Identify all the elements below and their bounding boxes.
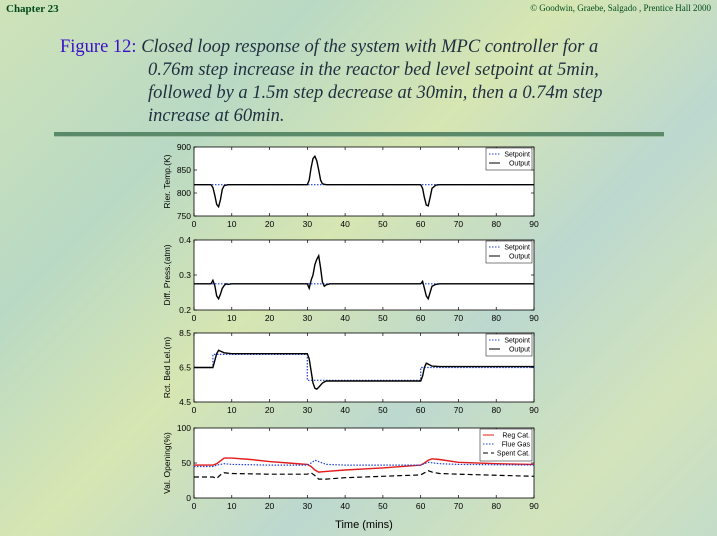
legend: Setpoint Output: [485, 147, 533, 171]
legend-label: Output: [509, 347, 530, 354]
chapter-label: Chapter 23: [6, 3, 59, 15]
legend-label: Output: [509, 161, 530, 168]
legend-label: Flue Gas: [502, 442, 531, 449]
y-tick-label: 100: [177, 423, 191, 433]
x-tick-label: 80: [491, 219, 501, 229]
legend-label: Setpoint: [504, 245, 530, 252]
x-tick-label: 40: [340, 219, 350, 229]
x-tick-label: 60: [416, 219, 426, 229]
plot-area: [193, 239, 535, 311]
x-tick-label: 70: [454, 501, 464, 511]
x-tick-label: 60: [416, 313, 426, 323]
legend: Setpoint Output: [485, 240, 533, 264]
x-axis-label: Time (mins): [335, 519, 393, 531]
series-line-spent-cat: [194, 470, 535, 480]
x-tick-label: 70: [454, 219, 464, 229]
x-tick-label: 40: [340, 501, 350, 511]
series-line-reg-cat: [194, 457, 535, 473]
y-tick-label: 800: [177, 188, 191, 198]
figure-caption: Figure 12: Closed loop response of the s…: [60, 36, 700, 128]
copyright-notice: © Goodwin, Graebe, Salgado , Prentice Ha…: [530, 3, 711, 13]
legend-label: Spent Cat.: [497, 451, 530, 458]
x-tick-label: 30: [303, 405, 313, 415]
series-line-output: [194, 154, 534, 209]
x-tick-label: 10: [227, 405, 237, 415]
y-tick-label: 750: [177, 211, 191, 221]
y-tick-label: 0.4: [179, 235, 191, 245]
figure-label: Figure 12:: [60, 37, 137, 57]
x-tick-label: 20: [265, 313, 275, 323]
x-tick-label: 10: [227, 313, 237, 323]
x-tick-label: 30: [303, 313, 313, 323]
legend-label: Output: [509, 254, 530, 261]
x-tick-label: 90: [529, 219, 539, 229]
x-tick-label: 60: [416, 405, 426, 415]
x-tick-label: 20: [265, 405, 275, 415]
x-tick-label: 10: [227, 501, 237, 511]
legend-box: [485, 147, 533, 171]
legend-box: [479, 428, 533, 462]
plot-area: [193, 332, 535, 403]
x-tick-label: 50: [378, 501, 388, 511]
x-tick-label: 80: [491, 501, 501, 511]
y-tick-label: 0: [186, 493, 191, 503]
caption-line-1: Closed loop response of the system with …: [141, 37, 599, 57]
x-tick-label: 0: [192, 219, 197, 229]
y-tick-label: 8.5: [179, 328, 191, 338]
chart-panel-2: 0 10 20 30 40 50 60 70 80 90 0.2 0.3 0.4 Diff. Press.…: [162, 235, 539, 323]
y-axis-label: Diff. Press.(atm): [162, 244, 172, 305]
chart-panel-1: 0 10 20 30 40 50 60 70 80 90 750 800 850 900 Rier. Tem…: [162, 142, 539, 229]
caption-line-2: 0.76m step increase in the reactor bed l…: [148, 60, 599, 80]
x-tick-label: 90: [529, 501, 539, 511]
x-tick-label: 0: [192, 501, 197, 511]
legend-box: [485, 333, 533, 357]
legend: Reg Cat. Flue Gas Spent Cat.: [479, 428, 533, 462]
legend-label: Reg Cat.: [502, 433, 530, 440]
x-tick-label: 50: [378, 219, 388, 229]
caption-line-3: followed by a 1.5m step decrease at 30mi…: [148, 83, 603, 103]
x-tick-label: 70: [454, 405, 464, 415]
series-line-output: [194, 349, 534, 390]
x-tick-label: 90: [529, 313, 539, 323]
title-divider: [54, 132, 664, 137]
x-tick-label: 50: [378, 405, 388, 415]
x-tick-label: 90: [529, 405, 539, 415]
x-tick-label: 30: [303, 219, 313, 229]
plot-area: [193, 146, 535, 217]
x-tick-label: 30: [303, 501, 313, 511]
y-tick-label: 900: [177, 142, 191, 152]
chart-panel-3: 0 10 20 30 40 50 60 70 80 90 4.5 6.5 8.5 Rct. Bed Lel…: [162, 328, 539, 415]
series-line-output: [194, 253, 534, 301]
x-tick-label: 0: [192, 405, 197, 415]
y-tick-label: 0.3: [179, 270, 191, 280]
y-tick-label: 850: [177, 165, 191, 175]
x-tick-label: 0: [192, 313, 197, 323]
x-tick-label: 10: [227, 219, 237, 229]
x-tick-label: 20: [265, 219, 275, 229]
y-tick-label: 50: [182, 458, 192, 468]
legend-box: [485, 240, 533, 264]
legend-label: Setpoint: [504, 152, 530, 159]
y-tick-label: 6.5: [179, 363, 191, 373]
legend-label: Setpoint: [504, 338, 530, 345]
legend: Setpoint Output: [485, 333, 533, 357]
y-axis-label: Rier. Temp.(K): [162, 154, 172, 208]
y-tick-label: 4.5: [179, 397, 191, 407]
x-tick-label: 40: [340, 313, 350, 323]
y-axis-label: Val. Opening(%): [162, 432, 172, 494]
y-axis-label: Rct. Bed Lel.(m): [162, 337, 172, 399]
x-tick-label: 70: [454, 313, 464, 323]
x-tick-label: 20: [265, 501, 275, 511]
x-tick-label: 80: [491, 405, 501, 415]
x-tick-label: 40: [340, 405, 350, 415]
x-tick-label: 50: [378, 313, 388, 323]
x-tick-label: 80: [491, 313, 501, 323]
x-tick-label: 60: [416, 501, 426, 511]
y-tick-label: 0.2: [179, 305, 191, 315]
chart-panel-4: 0 10 20 30 40 50 60 70 80 90 0 50 100 Val. Opening(%)…: [162, 423, 539, 531]
caption-line-4: increase at 60min.: [148, 106, 285, 126]
